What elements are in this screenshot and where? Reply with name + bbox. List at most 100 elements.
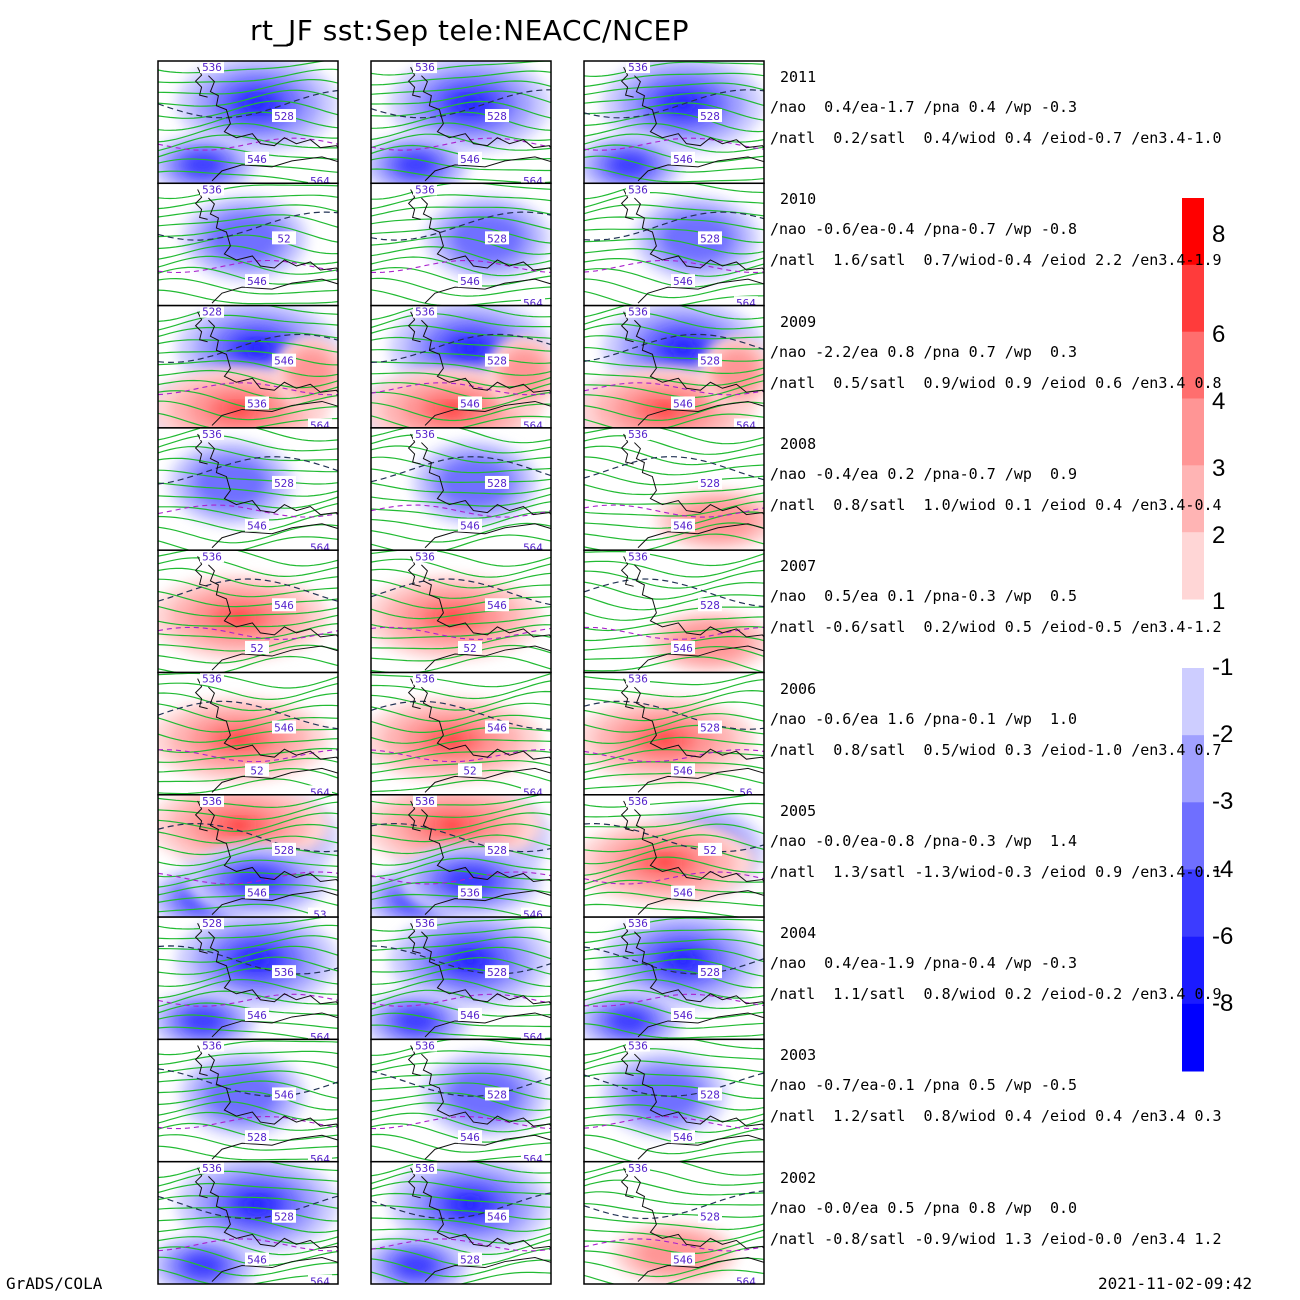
- contour-label-bg: [458, 641, 482, 655]
- contour-label: 546: [460, 520, 480, 533]
- contour-label: 546: [460, 1131, 480, 1144]
- row-tele-line-1: /nao 0.5/ea 0.1 /pna-0.3 /wp 0.5: [770, 587, 1078, 606]
- contour-label: 528: [700, 599, 720, 612]
- contour-label: 52: [250, 642, 263, 655]
- contour-label-bg: [245, 151, 269, 165]
- contour-label-bg: [698, 353, 722, 367]
- contour-label-bg: [245, 763, 269, 777]
- contour-label-bg: [626, 794, 650, 807]
- row-year-label: 2003: [780, 1046, 817, 1065]
- contour-label: 546: [673, 275, 693, 288]
- contour-label: 536: [202, 795, 222, 808]
- contour-label: 546: [487, 599, 507, 612]
- contour-label-bg: [272, 231, 296, 245]
- contour-label-bg: [671, 1007, 695, 1021]
- row-tele-line-1: /nao -0.4/ea 0.2 /pna-0.7 /wp 0.9: [770, 464, 1078, 483]
- contour-label-bg: [485, 1209, 509, 1223]
- contour-label: 564: [523, 1153, 543, 1166]
- contour-label-bg: [272, 1087, 296, 1101]
- row-year-label: 2009: [780, 312, 817, 331]
- contour-label: 536: [628, 61, 648, 74]
- map-panel-2004-2: 536 528 546 564: [370, 916, 552, 1041]
- contour-label-bg: [671, 763, 695, 777]
- colorbar-tick: -6: [1212, 922, 1234, 950]
- contour-label-bg: [272, 965, 296, 979]
- contour-label: 52: [463, 764, 476, 777]
- contour-label: 536: [628, 428, 648, 441]
- contour-label-bg: [458, 1252, 482, 1266]
- contour-label-bg: [245, 396, 269, 410]
- contour-label: 528: [247, 1131, 267, 1144]
- contour-label-bg: [698, 965, 722, 979]
- contour-label-bg: [245, 518, 269, 532]
- colorbar-tick: 4: [1212, 387, 1226, 415]
- contour-label-bg: [521, 540, 545, 551]
- contour-label: 546: [673, 887, 693, 900]
- contour-label-bg: [734, 418, 758, 428]
- contour-label: 546: [460, 275, 480, 288]
- map-panel-2008-1: 536 528 546 564: [157, 427, 339, 555]
- contour-label-bg: [485, 842, 509, 856]
- contour-label-bg: [245, 1252, 269, 1266]
- contour-label-bg: [413, 61, 437, 74]
- contour-label-bg: [626, 917, 650, 930]
- contour-label: 546: [247, 887, 267, 900]
- contour-label: 528: [274, 477, 294, 490]
- row-year-label: 2005: [780, 801, 817, 820]
- map-panel-2003-3: 536 528 546: [583, 1038, 765, 1163]
- contour-label-bg: [671, 396, 695, 410]
- contour-label-bg: [698, 1209, 722, 1223]
- contour-label-bg: [200, 672, 224, 685]
- contour-label-bg: [308, 418, 332, 428]
- contour-label-bg: [272, 598, 296, 612]
- row-year-label: 2008: [780, 434, 817, 453]
- map-panel-2004-1: 528 536 546 564: [157, 916, 339, 1041]
- contour-label-bg: [485, 598, 509, 612]
- contour-label: 546: [274, 599, 294, 612]
- map-panel-2006-1: 536 546 52 564: [157, 671, 339, 796]
- map-panel-2004-3: 536 528 546: [583, 916, 765, 1041]
- map-panel-2008-3: 536 528 546: [583, 427, 765, 551]
- contour-label: 564: [523, 419, 543, 432]
- contour-label: 546: [274, 722, 294, 735]
- map-panel-2007-3: 536 528 546: [583, 549, 765, 674]
- map-panel-2009-3: 536 528 546 564: [583, 304, 765, 429]
- contour-label: 546: [247, 520, 267, 533]
- contour-label-bg: [458, 396, 482, 410]
- contour-label-bg: [458, 763, 482, 777]
- contour-label: 546: [673, 520, 693, 533]
- contour-label: 564: [310, 542, 330, 555]
- row-tele-line-2: /natl -0.6/satl 0.2/wiod 0.5 /eiod-0.5 /…: [770, 618, 1222, 637]
- contour-label-bg: [200, 305, 224, 318]
- row-year-label: 2006: [780, 679, 817, 698]
- contour-label-bg: [413, 1161, 437, 1174]
- contour-label: 536: [202, 1040, 222, 1053]
- contour-label: 546: [460, 153, 480, 166]
- contour-label-bg: [698, 720, 722, 734]
- contour-label-bg: [698, 1087, 722, 1101]
- contour-label-bg: [734, 296, 758, 306]
- colorbar-neg-swatch: [1182, 735, 1204, 803]
- contour-label: 536: [202, 550, 222, 563]
- contour-label-bg: [734, 785, 758, 795]
- contour-label-bg: [671, 641, 695, 655]
- contour-label-bg: [734, 1274, 758, 1284]
- contour-label-bg: [413, 1039, 437, 1052]
- contour-label-bg: [200, 183, 224, 196]
- contour-label: 528: [487, 477, 507, 490]
- contour-label-bg: [671, 518, 695, 532]
- contour-label-bg: [698, 475, 722, 489]
- contour-label-bg: [671, 885, 695, 899]
- contour-label-bg: [626, 1039, 650, 1052]
- contour-label: 528: [487, 355, 507, 368]
- contour-label-bg: [626, 183, 650, 196]
- map-panel-2010-1: 536 52 546: [157, 182, 339, 307]
- contour-label-bg: [626, 672, 650, 685]
- contour-label-bg: [671, 1252, 695, 1266]
- contour-label: 536: [628, 550, 648, 563]
- map-panel-2002-2: 536 546 528: [370, 1160, 552, 1285]
- contour-label-bg: [698, 842, 722, 856]
- contour-label: 536: [202, 673, 222, 686]
- contour-label: 528: [487, 844, 507, 857]
